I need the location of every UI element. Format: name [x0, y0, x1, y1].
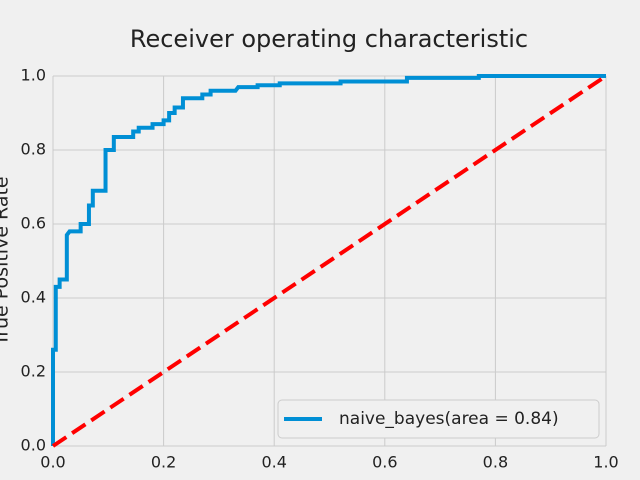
x-tick-label: 0.2: [151, 453, 176, 472]
x-tick-label: 0.6: [372, 453, 397, 472]
legend-label: naive_bayes(area = 0.84): [339, 409, 559, 429]
y-tick-label: 1.0: [21, 66, 46, 85]
series-line: [51, 74, 606, 446]
x-tick-label: 0.4: [261, 453, 286, 472]
chart-title: Receiver operating characteristic: [130, 25, 528, 53]
x-tick-label: 1.0: [593, 453, 618, 472]
y-axis-label: True Positive Rate: [0, 176, 13, 346]
series-line: [51, 74, 608, 448]
x-tick-label: 0.0: [40, 453, 65, 472]
y-tick-label: 0.2: [21, 362, 46, 381]
y-tick-label: 0.8: [21, 140, 46, 159]
y-tick-label: 0.6: [21, 214, 46, 233]
y-tick-label: 0.4: [21, 288, 46, 307]
legend-box: [277, 399, 600, 439]
y-tick-label: 0.0: [21, 436, 46, 455]
x-tick-label: 0.8: [483, 453, 508, 472]
